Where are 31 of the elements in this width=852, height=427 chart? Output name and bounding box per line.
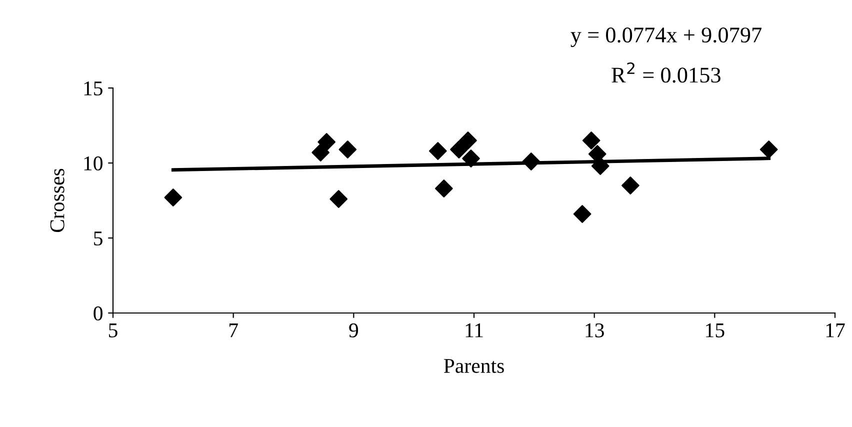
x-tick-label: 13 [586,323,604,338]
x-tick-label: 15 [706,323,724,338]
point [338,140,357,158]
point [591,157,610,175]
text: R$^{2}$ = 0.0153 [612,62,720,83]
x-tick-label: 7 [230,324,238,338]
point [582,132,600,150]
point [318,133,336,151]
point [428,142,447,160]
x-tick-label: 9 [349,323,358,338]
point [312,144,330,162]
y-tick-label: 0 [94,306,102,320]
point [462,150,480,168]
y-tick-label: 10 [84,156,102,170]
x-tick-label: 5 [109,324,118,338]
point [435,180,453,198]
y-axis-title: Crosses [50,168,64,232]
point [330,190,348,208]
x-tick-label: 17 [826,323,845,338]
point [450,140,468,158]
point [164,188,182,206]
point [622,176,640,194]
point [522,152,540,170]
y-tick-label: 15 [84,81,102,96]
y-tick-label: 5 [94,232,102,246]
x-axis-title: Parents [444,359,504,373]
point [459,132,477,150]
point [573,205,592,223]
x-tick-label: 11 [466,323,483,338]
point [760,140,778,158]
text: y = 0.0774x + 9.0797 [570,28,762,48]
